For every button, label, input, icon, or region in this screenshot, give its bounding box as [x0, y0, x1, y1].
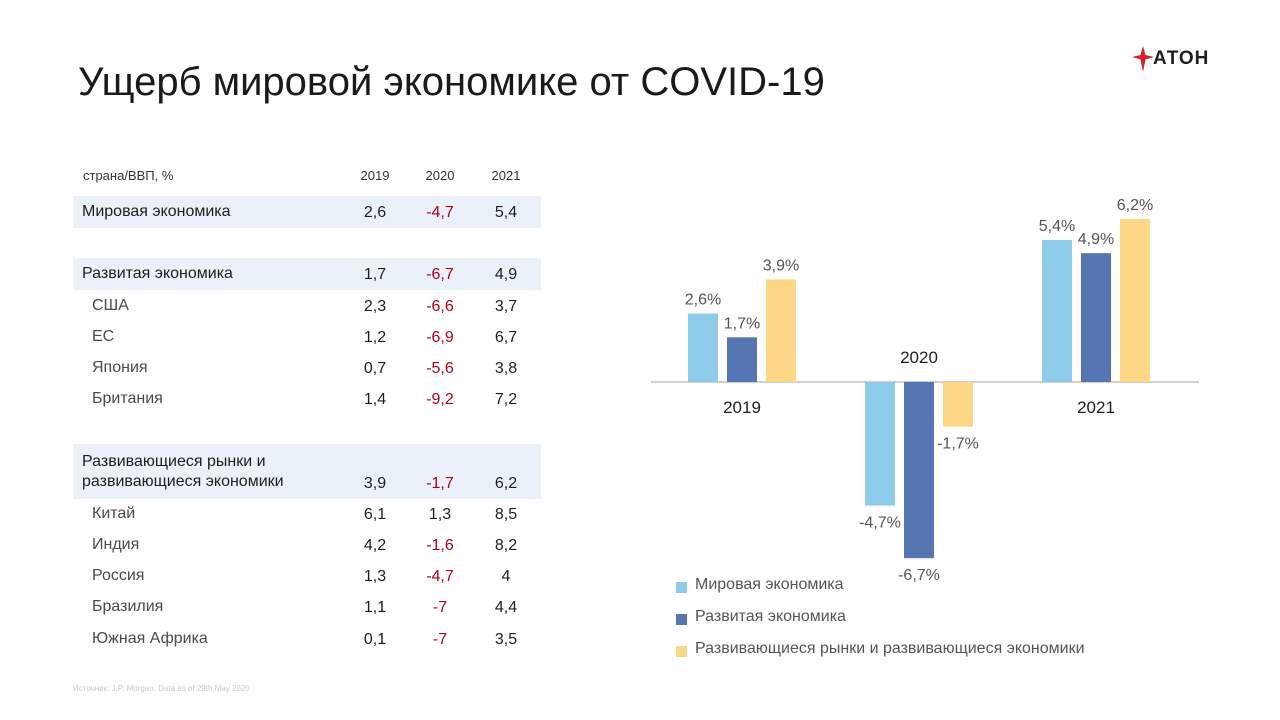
legend-swatch: [676, 613, 687, 625]
table-cell: -9,2: [426, 391, 454, 408]
chart-data-label: 4,9%: [1078, 231, 1114, 248]
table-row-label: Россия: [92, 567, 145, 584]
table-cell: -6,9: [426, 329, 454, 346]
table-row-highlight: [73, 258, 541, 290]
table-cell: -6,6: [426, 298, 454, 315]
legend-item: Развитая экономика: [676, 608, 846, 626]
table-header-year: 2019: [360, 168, 390, 183]
chart-data-label: 3,9%: [763, 257, 799, 274]
table-header-label: страна/ВВП, %: [83, 168, 174, 183]
table-cell: 4: [501, 568, 511, 585]
table-cell: 2,6: [363, 204, 387, 221]
chart-bar: [943, 382, 973, 427]
table-row-label: Южная Африка: [92, 630, 208, 647]
table-cell: 6,1: [363, 506, 387, 523]
chart-category-label: 2019: [723, 398, 761, 417]
page-title: Ущерб мировой экономике от COVID-19: [78, 60, 825, 104]
table-row-label: Индия: [92, 536, 140, 553]
table-row-highlight: [73, 196, 541, 228]
chart-data-label: 5,4%: [1039, 218, 1075, 235]
table-cell: 1,4: [363, 391, 387, 408]
table-row-label: ЕС: [92, 328, 115, 345]
table-cell: 1,3: [363, 568, 387, 585]
chart-bar: [904, 382, 934, 559]
chart-data-label: 6,2%: [1117, 197, 1153, 214]
table-cell: 1,7: [363, 266, 387, 283]
table-cell: 7,2: [494, 391, 518, 408]
table-cell: 0,1: [363, 631, 387, 648]
table-cell: -6,7: [426, 266, 454, 283]
chart-data-label: 2,6%: [685, 292, 721, 309]
aton-star-icon: [1132, 46, 1154, 72]
source-note: Источник: J.P. Morgan. Data as of 29th M…: [73, 684, 250, 693]
chart-bar: [1120, 218, 1150, 382]
table-cell: 5,4: [494, 204, 518, 221]
chart-category-label: 2020: [900, 348, 938, 367]
table-row-label: Мировая экономика: [82, 203, 231, 220]
table-cell: 1,1: [363, 599, 387, 616]
chart-bar: [766, 279, 796, 382]
chart-data-label: -1,7%: [937, 436, 979, 453]
table-cell: -7: [432, 599, 448, 616]
table-header-year: 2020: [425, 168, 455, 183]
table-cell: -1,7: [426, 475, 454, 492]
table-cell: 3,7: [494, 298, 518, 315]
table-cell: 2,3: [363, 298, 387, 315]
table-cell: -5,6: [426, 360, 454, 377]
chart-data-label: -6,7%: [898, 567, 940, 584]
table-cell: 3,9: [363, 475, 387, 492]
table-row-label: Развитая экономика: [82, 265, 233, 282]
chart-data-label: -4,7%: [859, 515, 901, 532]
table-cell: -1,6: [426, 537, 454, 554]
table-row-label: Япония: [92, 359, 148, 376]
table-cell: -4,7: [426, 204, 454, 221]
legend-swatch: [676, 645, 687, 657]
chart-category-label: 2021: [1077, 398, 1115, 417]
table-cell: -7: [432, 631, 448, 648]
table-cell: 3,5: [494, 631, 518, 648]
table-cell: -4,7: [426, 568, 454, 585]
chart-bar: [688, 313, 718, 382]
table-row-label: США: [92, 297, 129, 314]
legend-item: Мировая экономика: [676, 576, 844, 594]
table-cell: 1,3: [428, 506, 452, 523]
table-cell: 4,2: [363, 537, 387, 554]
legend-label: Развитая экономика: [695, 608, 846, 625]
chart-bar: [865, 382, 895, 506]
table-row-highlight: [73, 444, 541, 499]
logo-text: АТОН: [1153, 48, 1210, 69]
table-cell: 4,4: [494, 599, 518, 616]
table-row-label: Развивающиеся рынки и развивающиеся экон…: [82, 453, 284, 490]
table-header-year: 2021: [491, 168, 521, 183]
table-cell: 1,2: [363, 329, 387, 346]
gdp-table: страна/ВВП, % 2019 2020 2021 Мировая эко…: [73, 168, 541, 648]
table-cell: 6,7: [494, 329, 518, 346]
table-cell: 6,2: [494, 475, 518, 492]
chart-bar: [727, 337, 757, 382]
chart-bar: [1081, 253, 1111, 382]
legend-label: Развивающиеся рынки и развивающиеся экон…: [695, 640, 1085, 657]
legend-swatch: [676, 581, 687, 593]
table-cell: 8,2: [494, 537, 518, 554]
table-row-label: Бразилия: [92, 598, 164, 615]
chart-data-label: 1,7%: [724, 315, 760, 332]
table-row-label: Британия: [92, 390, 163, 407]
table-cell: 3,8: [494, 360, 518, 377]
legend-item: Развивающиеся рынки и развивающиеся экон…: [676, 640, 1085, 658]
table-cell: 0,7: [363, 360, 387, 377]
table-row-label: Китай: [92, 505, 136, 522]
logo: АТОН: [1130, 44, 1209, 74]
table-cell: 8,5: [494, 506, 518, 523]
chart-bar: [1042, 239, 1072, 382]
legend-label: Мировая экономика: [695, 576, 844, 593]
table-cell: 4,9: [494, 266, 518, 283]
